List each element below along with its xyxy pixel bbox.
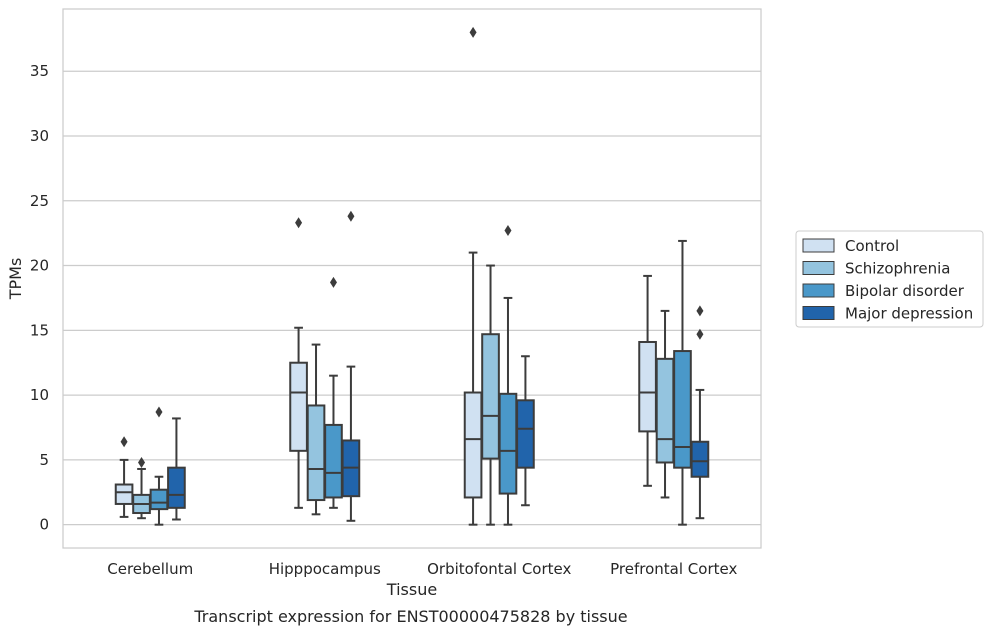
y-axis-label: TPMs	[6, 258, 25, 301]
box-group	[167, 417, 186, 521]
legend-label: Control	[845, 237, 899, 255]
box-group	[638, 274, 657, 487]
y-tick-label: 5	[39, 451, 49, 469]
outlier-point	[469, 26, 477, 38]
box	[481, 333, 500, 460]
y-tick-label: 35	[30, 62, 49, 80]
box	[114, 483, 134, 505]
box	[306, 404, 326, 502]
chart-caption: Transcript expression for ENST0000047582…	[193, 607, 627, 626]
y-tick-label: 25	[30, 192, 49, 210]
box-group	[149, 406, 169, 526]
x-tick-label: Prefrontal Cortex	[610, 560, 737, 578]
box-group	[690, 305, 710, 520]
gridlines	[63, 70, 761, 526]
box	[638, 340, 657, 433]
box-group	[463, 26, 483, 526]
legend-swatch	[802, 306, 835, 320]
box-group	[498, 225, 518, 526]
box-group	[516, 355, 535, 507]
box-group	[324, 276, 343, 509]
box-group	[132, 456, 151, 520]
legend-label: Schizophrenia	[845, 260, 950, 278]
box	[690, 440, 710, 478]
legend-swatch	[802, 261, 835, 275]
outlier-point	[155, 406, 163, 418]
outlier-point	[347, 210, 355, 222]
legend-swatch	[802, 238, 835, 253]
box-group	[289, 217, 308, 509]
legend: Control Schizophrenia Bipolar disorder Majo…	[795, 230, 984, 328]
plot-frame	[62, 8, 762, 549]
box	[516, 399, 535, 469]
box-group	[341, 210, 361, 522]
box	[655, 357, 675, 464]
box	[498, 392, 518, 495]
outlier-point	[295, 217, 303, 229]
y-tick-label: 15	[30, 321, 49, 339]
x-tick-label: Hipppocampus	[269, 560, 381, 578]
box	[289, 361, 308, 452]
box-group	[655, 309, 675, 499]
outlier-point	[696, 328, 704, 340]
outlier-point	[120, 436, 128, 448]
box	[324, 423, 343, 499]
x-tick-label: Cerebellum	[107, 560, 193, 578]
legend-label: Bipolar disorder	[845, 282, 965, 300]
outlier-point	[329, 276, 337, 288]
box-group	[114, 436, 134, 518]
box	[673, 350, 692, 469]
y-tick-label: 20	[30, 257, 49, 275]
boxes-layer	[114, 26, 710, 526]
legend-swatch	[802, 283, 835, 298]
legend-frame	[795, 230, 984, 328]
box-group	[481, 264, 500, 526]
box-group	[306, 343, 326, 516]
x-tick-labels: Cerebellum Hipppocampus Orbitofontal Corte…	[107, 560, 737, 578]
y-tick-label: 30	[30, 127, 49, 145]
x-tick-label: Orbitofontal Cortex	[427, 560, 571, 578]
legend-label: Major depression	[845, 305, 973, 323]
outlier-point	[696, 305, 704, 317]
box	[463, 391, 483, 499]
outlier-point	[504, 225, 512, 237]
y-tick-label: 0	[39, 516, 49, 534]
box	[149, 488, 169, 511]
box-group	[673, 239, 692, 526]
box	[167, 466, 186, 509]
y-tick-label: 10	[30, 386, 49, 404]
y-tick-labels: 0 5 10 15 20 25 30 35	[30, 62, 49, 533]
outlier-point	[138, 456, 146, 468]
x-axis-label: Tissue	[386, 580, 437, 599]
